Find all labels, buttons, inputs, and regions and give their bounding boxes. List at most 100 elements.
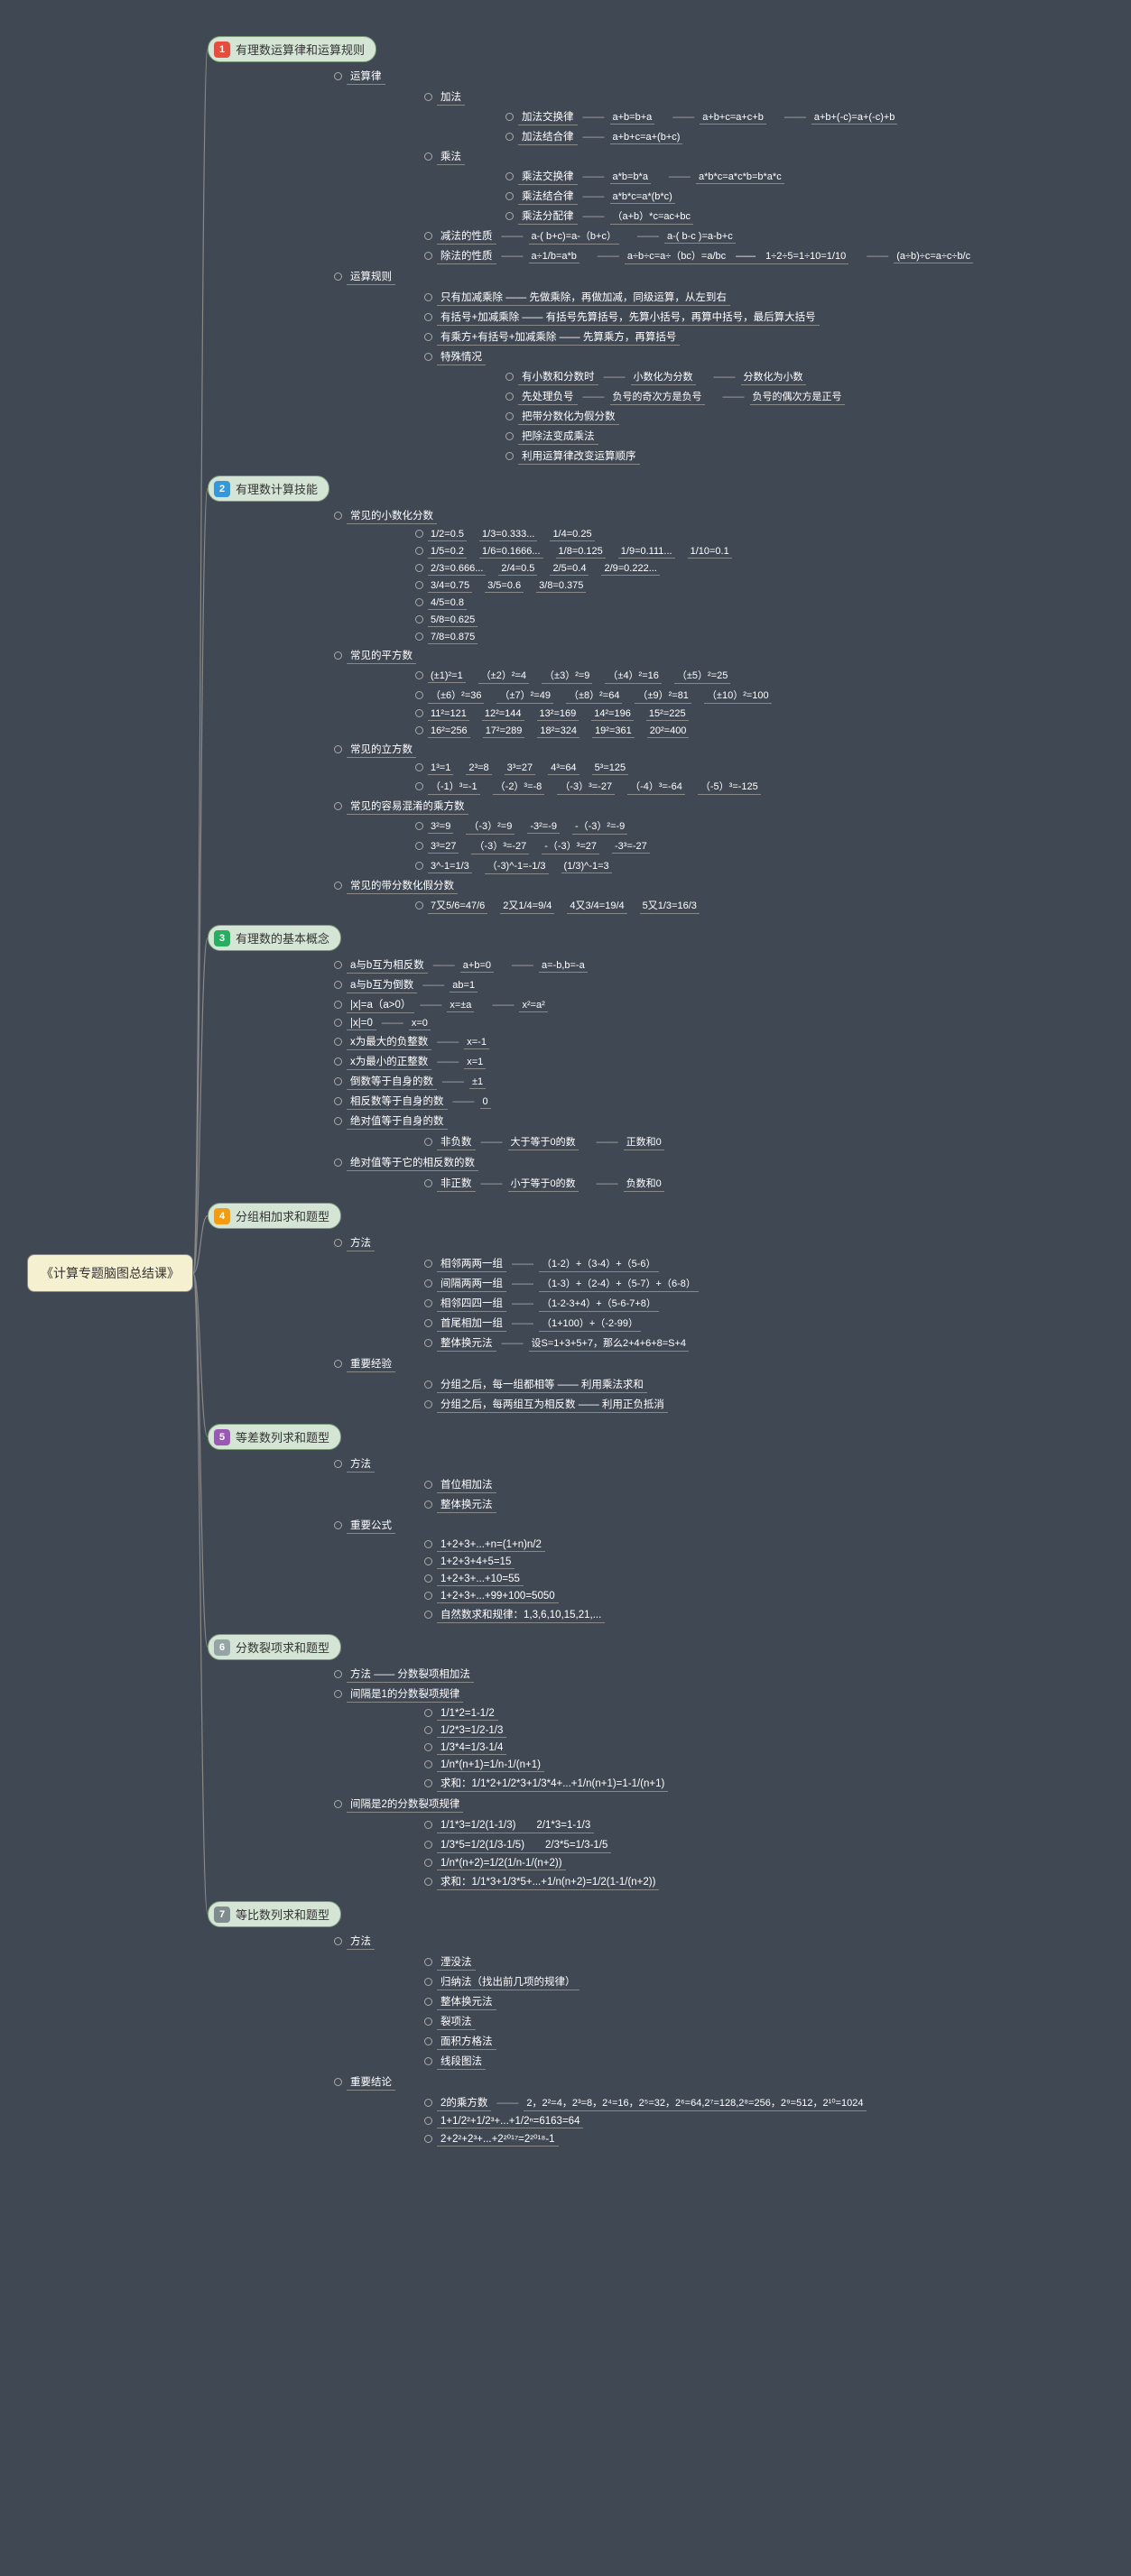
- collapse-dot-icon[interactable]: [334, 961, 342, 969]
- collapse-dot-icon[interactable]: [334, 882, 342, 890]
- node-label[interactable]: 运算规则: [347, 268, 395, 285]
- collapse-dot-icon[interactable]: [334, 981, 342, 989]
- node-label[interactable]: 利用运算律改变运算顺序: [518, 448, 640, 465]
- collapse-dot-icon[interactable]: [505, 452, 514, 460]
- collapse-dot-icon[interactable]: [424, 232, 432, 240]
- collapse-dot-icon[interactable]: [334, 1521, 342, 1529]
- node-label[interactable]: 相邻四四一组: [437, 1295, 506, 1312]
- node-label[interactable]: 乘法分配律: [518, 208, 578, 225]
- node-label[interactable]: 把除法变成乘法: [518, 428, 598, 445]
- node-label[interactable]: x为最小的正整数: [347, 1053, 431, 1070]
- node-label[interactable]: 方法: [347, 1455, 375, 1473]
- collapse-dot-icon[interactable]: [424, 1592, 432, 1600]
- collapse-dot-icon[interactable]: [505, 392, 514, 401]
- node-label[interactable]: |x|=a（a>0）: [347, 996, 414, 1013]
- collapse-dot-icon[interactable]: [424, 252, 432, 260]
- collapse-dot-icon[interactable]: [334, 1001, 342, 1009]
- branch-pill[interactable]: 1有理数运算律和运算规则: [208, 36, 376, 62]
- collapse-dot-icon[interactable]: [334, 1077, 342, 1085]
- collapse-dot-icon[interactable]: [334, 1937, 342, 1945]
- collapse-dot-icon[interactable]: [424, 1760, 432, 1768]
- node-label[interactable]: 加法: [437, 88, 465, 106]
- collapse-dot-icon[interactable]: [415, 862, 423, 870]
- collapse-dot-icon[interactable]: [424, 1878, 432, 1886]
- node-label[interactable]: 1/3*5=1/2(1/3-1/5) 2/3*5=1/3-1/5: [437, 1836, 611, 1853]
- node-label[interactable]: 1/n*(n+1)=1/n-1/(n+1): [437, 1759, 544, 1772]
- collapse-dot-icon[interactable]: [415, 782, 423, 790]
- branch-pill[interactable]: 5等差数列求和题型: [208, 1424, 341, 1450]
- node-label[interactable]: 归纳法（找出前几项的规律）: [437, 1973, 579, 1990]
- collapse-dot-icon[interactable]: [424, 333, 432, 341]
- collapse-dot-icon[interactable]: [334, 1460, 342, 1468]
- node-label[interactable]: 常见的容易混淆的乘方数: [347, 798, 468, 815]
- node-label[interactable]: 裂项法: [437, 2013, 476, 2030]
- collapse-dot-icon[interactable]: [415, 822, 423, 830]
- collapse-dot-icon[interactable]: [424, 2099, 432, 2107]
- collapse-dot-icon[interactable]: [415, 530, 423, 538]
- collapse-dot-icon[interactable]: [415, 547, 423, 555]
- node-label[interactable]: a与b互为倒数: [347, 976, 417, 993]
- branch-pill[interactable]: 6分数裂项求和题型: [208, 1634, 341, 1660]
- collapse-dot-icon[interactable]: [415, 726, 423, 734]
- collapse-dot-icon[interactable]: [424, 1821, 432, 1829]
- node-label[interactable]: 求和：1/1*2+1/2*3+1/3*4+...+1/n(n+1)=1-1/(n…: [437, 1775, 668, 1792]
- collapse-dot-icon[interactable]: [334, 512, 342, 520]
- collapse-dot-icon[interactable]: [424, 1179, 432, 1187]
- node-label[interactable]: 1/n*(n+2)=1/2(1/n-1/(n+2)): [437, 1857, 566, 1870]
- node-label[interactable]: 重要经验: [347, 1355, 395, 1372]
- node-label[interactable]: 把带分数化为假分数: [518, 408, 619, 425]
- collapse-dot-icon[interactable]: [424, 1958, 432, 1966]
- node-label[interactable]: 面积方格法: [437, 2033, 496, 2050]
- collapse-dot-icon[interactable]: [424, 1859, 432, 1867]
- collapse-dot-icon[interactable]: [424, 1339, 432, 1347]
- node-label[interactable]: a与b互为相反数: [347, 956, 428, 974]
- collapse-dot-icon[interactable]: [334, 1117, 342, 1125]
- collapse-dot-icon[interactable]: [334, 1800, 342, 1808]
- node-label[interactable]: 方法: [347, 1933, 375, 1950]
- collapse-dot-icon[interactable]: [334, 72, 342, 80]
- collapse-dot-icon[interactable]: [415, 632, 423, 641]
- collapse-dot-icon[interactable]: [424, 1500, 432, 1509]
- collapse-dot-icon[interactable]: [505, 113, 514, 121]
- collapse-dot-icon[interactable]: [334, 272, 342, 281]
- node-label[interactable]: 首位相加法: [437, 1476, 496, 1493]
- collapse-dot-icon[interactable]: [334, 1097, 342, 1105]
- node-label[interactable]: 有小数和分数时: [518, 368, 598, 385]
- node-label[interactable]: 非正数: [437, 1175, 476, 1192]
- collapse-dot-icon[interactable]: [334, 1057, 342, 1066]
- collapse-dot-icon[interactable]: [415, 581, 423, 589]
- node-label[interactable]: 1+2+3+...+10=55: [437, 1573, 524, 1586]
- collapse-dot-icon[interactable]: [334, 1038, 342, 1046]
- collapse-dot-icon[interactable]: [424, 93, 432, 101]
- collapse-dot-icon[interactable]: [334, 651, 342, 660]
- branch-pill[interactable]: 3有理数的基本概念: [208, 925, 341, 951]
- node-label[interactable]: 自然数求和规律：1,3,6,10,15,21,...: [437, 1606, 605, 1623]
- collapse-dot-icon[interactable]: [424, 2017, 432, 2026]
- collapse-dot-icon[interactable]: [424, 1978, 432, 1986]
- node-label[interactable]: 间隔两两一组: [437, 1275, 506, 1292]
- node-label[interactable]: 常见的带分数化假分数: [347, 877, 458, 894]
- branch-pill[interactable]: 2有理数计算技能: [208, 475, 329, 502]
- node-label[interactable]: 方法 —— 分数裂项相加法: [347, 1666, 474, 1683]
- collapse-dot-icon[interactable]: [415, 691, 423, 699]
- branch-pill[interactable]: 7等比数列求和题型: [208, 1901, 341, 1927]
- collapse-dot-icon[interactable]: [424, 353, 432, 361]
- collapse-dot-icon[interactable]: [415, 598, 423, 606]
- collapse-dot-icon[interactable]: [334, 1360, 342, 1368]
- collapse-dot-icon[interactable]: [415, 709, 423, 717]
- collapse-dot-icon[interactable]: [505, 172, 514, 180]
- collapse-dot-icon[interactable]: [424, 1709, 432, 1717]
- collapse-dot-icon[interactable]: [424, 313, 432, 321]
- collapse-dot-icon[interactable]: [424, 152, 432, 161]
- node-label[interactable]: 整体换元法: [437, 1993, 496, 2010]
- collapse-dot-icon[interactable]: [424, 1138, 432, 1146]
- root-node[interactable]: 《计算专题脑图总结课》: [27, 1254, 193, 1292]
- collapse-dot-icon[interactable]: [424, 1380, 432, 1389]
- collapse-dot-icon[interactable]: [424, 1279, 432, 1288]
- node-label[interactable]: 1+1/2²+1/2³+...+1/2ⁿ=6163=64: [437, 2115, 583, 2128]
- node-label[interactable]: 1/1*3=1/2(1-1/3) 2/1*3=1-1/3: [437, 1816, 594, 1833]
- node-label[interactable]: 分组之后，每两组互为相反数 —— 利用正负抵消: [437, 1396, 668, 1413]
- node-label[interactable]: 首尾相加一组: [437, 1315, 506, 1332]
- node-label[interactable]: 常见的立方数: [347, 741, 416, 758]
- collapse-dot-icon[interactable]: [415, 763, 423, 771]
